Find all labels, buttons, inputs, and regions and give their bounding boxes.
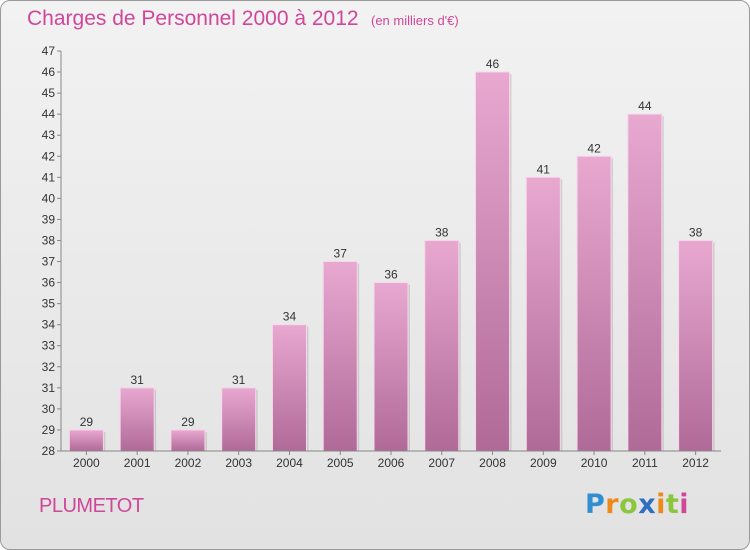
x-tick-label: 2010 <box>581 456 608 470</box>
x-tick-label: 2004 <box>276 456 303 470</box>
logo-letter: i <box>656 489 666 520</box>
x-tick-label: 2012 <box>682 456 709 470</box>
y-tick-label: 40 <box>42 191 56 205</box>
bar-value-label: 37 <box>334 247 348 261</box>
x-tick-label: 2011 <box>632 456 658 470</box>
commune-name: PLUMETOT <box>39 495 144 517</box>
bar <box>627 113 663 452</box>
bar-value-label: 38 <box>435 225 449 239</box>
x-axis: 2000 2001 2002 2003 2004 2005 2006 2007 2008 2009… <box>61 450 721 470</box>
x-tick-label: 2001 <box>124 456 151 470</box>
x-tick-label: 2008 <box>479 456 506 470</box>
y-tick-label: 28 <box>42 444 56 458</box>
y-tick-label: 43 <box>42 128 56 142</box>
bar <box>119 387 155 452</box>
y-tick-label: 46 <box>42 65 56 79</box>
bar-value-label: 34 <box>283 310 297 324</box>
y-tick-label: 31 <box>42 381 56 395</box>
bar-value-label: 29 <box>181 415 195 429</box>
bar <box>68 429 104 452</box>
bar <box>170 429 206 452</box>
bar <box>424 239 460 452</box>
bar-value-label: 38 <box>689 225 703 239</box>
bar-value-label: 29 <box>80 415 94 429</box>
x-tick-label: 2000 <box>73 456 100 470</box>
proxiti-logo[interactable]: Proxiti <box>585 489 689 520</box>
y-tick-label: 37 <box>42 255 56 269</box>
bar-value-label: 31 <box>130 373 144 387</box>
x-tick-label: 2007 <box>428 456 455 470</box>
bar <box>678 239 714 452</box>
logo-letter: i <box>679 489 690 520</box>
bar <box>373 282 409 452</box>
logo-letter: o <box>619 489 639 520</box>
bar-value-label: 46 <box>486 57 500 71</box>
bars: 29 31 29 31 34 37 36 38 46 41 42 44 38 <box>68 57 715 452</box>
logo-letter: r <box>605 489 620 520</box>
bar <box>576 155 612 452</box>
y-tick-label: 33 <box>42 339 56 353</box>
x-tick-label: 2002 <box>175 456 202 470</box>
chart-subtitle: (en milliers d'€) <box>371 13 459 28</box>
y-tick-label: 35 <box>42 297 56 311</box>
y-tick-label: 44 <box>42 107 56 121</box>
y-axis: 28 29 30 31 32 33 34 35 36 37 38 39 40 41 42 43 44 45 46 47 <box>42 44 62 458</box>
bar <box>271 324 307 452</box>
logo-letter: P <box>585 489 606 520</box>
x-tick-label: 2003 <box>225 456 252 470</box>
y-tick-label: 34 <box>42 318 56 332</box>
y-tick-label: 42 <box>42 149 56 163</box>
x-tick-label: 2009 <box>530 456 557 470</box>
bar <box>221 387 257 452</box>
y-tick-label: 45 <box>42 86 56 100</box>
y-tick-label: 30 <box>42 402 56 416</box>
y-tick-label: 38 <box>42 233 56 247</box>
logo-letter: t <box>665 489 680 520</box>
chart-title: Charges de Personnel 2000 à 2012 <box>27 7 359 30</box>
y-tick-label: 29 <box>42 423 56 437</box>
bar <box>475 71 511 452</box>
y-tick-label: 39 <box>42 212 56 226</box>
x-tick-label: 2005 <box>327 456 354 470</box>
bar-value-label: 31 <box>232 373 246 387</box>
y-tick-label: 32 <box>42 360 56 374</box>
x-tick-label: 2006 <box>378 456 405 470</box>
y-tick-label: 41 <box>42 170 56 184</box>
y-tick-label: 47 <box>42 44 56 58</box>
bar-value-label: 44 <box>638 99 652 113</box>
y-tick-label: 36 <box>42 276 56 290</box>
bar <box>322 261 358 452</box>
bar-value-label: 36 <box>384 268 398 282</box>
bar <box>525 176 561 452</box>
bar-value-label: 41 <box>537 162 551 176</box>
logo-letter: x <box>638 489 657 520</box>
bar-value-label: 42 <box>587 141 601 155</box>
